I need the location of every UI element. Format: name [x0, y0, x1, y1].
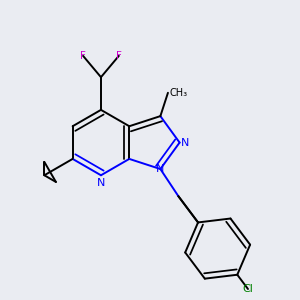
- Text: N: N: [97, 178, 105, 188]
- Text: N: N: [156, 164, 165, 174]
- Text: F: F: [116, 51, 122, 61]
- Text: N: N: [181, 138, 189, 148]
- Text: CH₃: CH₃: [169, 88, 188, 98]
- Text: Cl: Cl: [242, 284, 253, 294]
- Text: F: F: [80, 51, 86, 61]
